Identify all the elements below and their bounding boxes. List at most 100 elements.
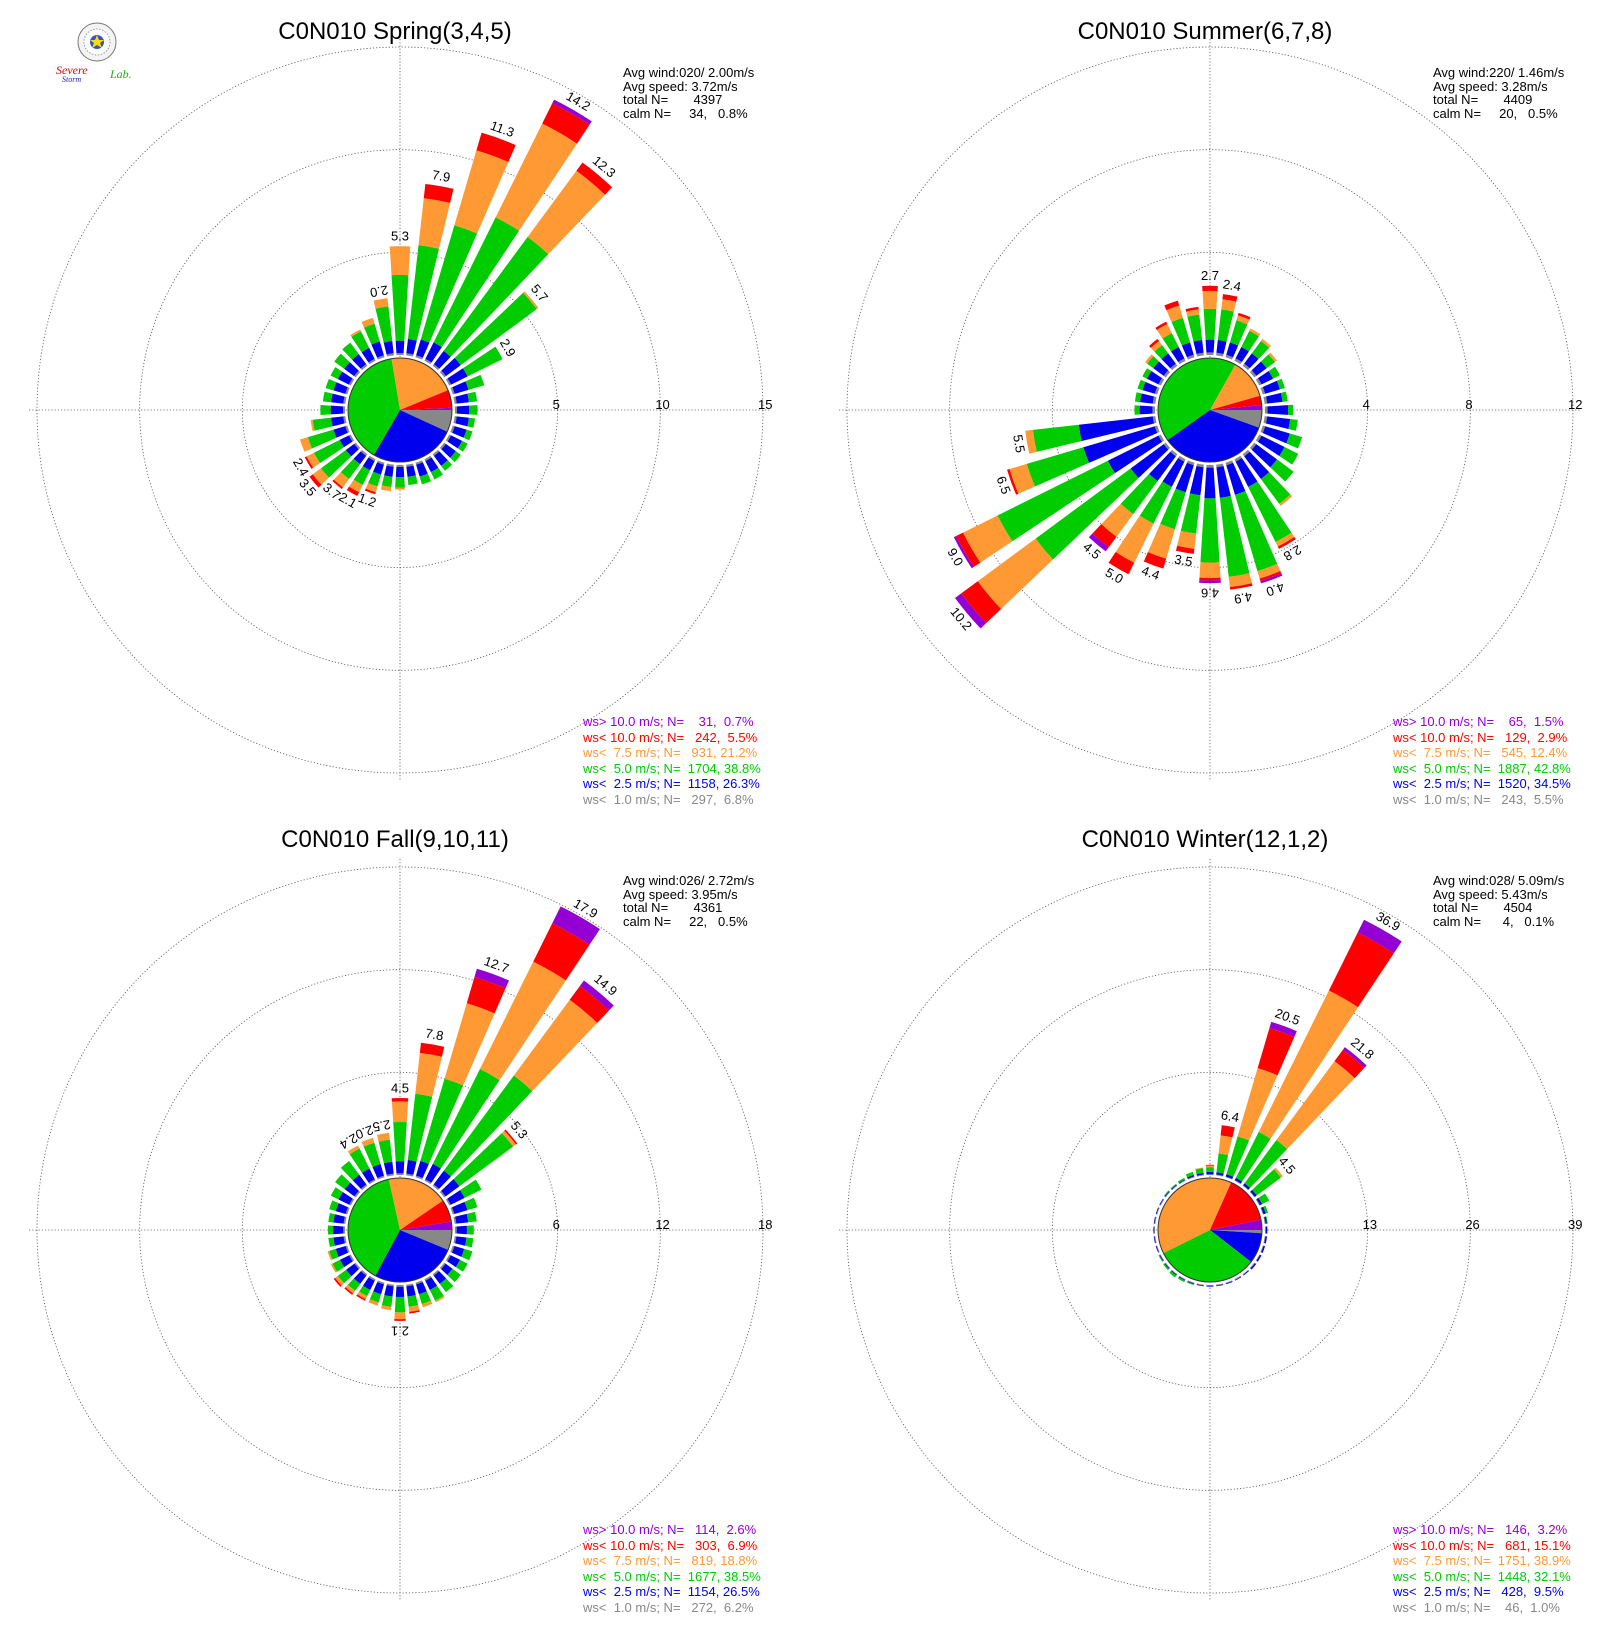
wind-bar-segment bbox=[1130, 444, 1169, 479]
wind-bar-segment bbox=[1263, 416, 1268, 424]
wind-bar-segment bbox=[1179, 1180, 1186, 1185]
wind-bar-segment bbox=[1156, 1245, 1160, 1253]
wind-bar-segment bbox=[354, 370, 361, 378]
wind-bar-segment bbox=[1189, 465, 1204, 496]
wind-bar-segment bbox=[956, 532, 981, 567]
wind-bar-segment bbox=[1186, 354, 1195, 360]
wind-bar-segment bbox=[364, 323, 380, 345]
wind-bar-segment bbox=[1120, 473, 1158, 515]
wind-bar-segment bbox=[1357, 919, 1402, 954]
wind-bar-segment bbox=[1187, 314, 1203, 342]
wind-bar-segment bbox=[391, 1101, 409, 1123]
wind-bar-segment bbox=[1334, 1049, 1365, 1079]
wind-bar-segment bbox=[1143, 552, 1167, 569]
wind-bar-segment bbox=[1279, 447, 1299, 465]
wind-bar-segment bbox=[340, 1160, 360, 1181]
wind-bar-segment bbox=[1342, 1047, 1367, 1068]
wind-bar-segment bbox=[1155, 1207, 1159, 1215]
wind-bar-segment bbox=[1219, 495, 1250, 577]
wind-bar-segment bbox=[453, 396, 457, 404]
wind-bar-segment bbox=[1196, 1172, 1204, 1176]
windrose-chart: 6 12 184.57.812.717.914.95.32.12.42.02.5 bbox=[29, 859, 772, 1601]
wind-bar-segment bbox=[1149, 451, 1176, 482]
bar-value-label: 2.0 bbox=[353, 1122, 375, 1142]
wind-bar-segment bbox=[368, 471, 381, 487]
wind-bar-segment bbox=[1206, 1167, 1214, 1172]
wind-bar-segment bbox=[476, 132, 516, 163]
wind-bar-segment bbox=[432, 364, 440, 371]
wind-bar-segment bbox=[1265, 1226, 1268, 1234]
wind-bar-segment bbox=[335, 1203, 349, 1214]
wind-bar-segment bbox=[395, 340, 405, 354]
wind-bar-segment bbox=[372, 1164, 384, 1179]
wind-bar-segment bbox=[1257, 1027, 1295, 1076]
wind-bar-segment bbox=[1220, 1125, 1235, 1138]
wind-bar-segment bbox=[454, 292, 537, 366]
wind-bar-segment bbox=[1165, 1262, 1171, 1269]
wind-bar-segment bbox=[416, 1160, 429, 1179]
wind-bar-segment bbox=[1163, 1190, 1170, 1197]
stat-avg-wind: Avg wind:026/ 2.72m/s bbox=[623, 873, 755, 888]
stat-calm: calm N= 34, 0.8% bbox=[623, 105, 748, 121]
wind-bar-segment bbox=[1255, 1254, 1260, 1261]
wind-bar-segment bbox=[1222, 294, 1238, 302]
bar-value-label: 4.5 bbox=[391, 1080, 409, 1095]
wind-bar-segment bbox=[1171, 346, 1185, 363]
wind-bar-segment bbox=[1225, 354, 1234, 360]
wind-bar-segment bbox=[1180, 493, 1201, 534]
bar-value-label: 4.6 bbox=[1201, 586, 1219, 601]
wind-bar-segment bbox=[419, 473, 432, 485]
wind-bar-segment bbox=[307, 429, 337, 449]
legend-entry: ws< 5.0 m/s; N= 1448, 32.1% bbox=[1393, 1568, 1571, 1584]
wind-bar-segment bbox=[439, 370, 446, 378]
wind-bar-segment bbox=[1152, 406, 1156, 414]
wind-bar-segment bbox=[406, 353, 414, 357]
speed-pie-slice bbox=[1210, 1230, 1262, 1262]
wind-bar-segment bbox=[1252, 1169, 1281, 1196]
wind-bar-segment bbox=[419, 1042, 445, 1057]
wind-bar-segment bbox=[433, 1170, 451, 1189]
wind-bar-segment bbox=[466, 1211, 477, 1223]
lab-seal-icon: Severe Storm Lab. bbox=[56, 22, 132, 84]
wind-bar-segment bbox=[418, 198, 451, 249]
wind-bar-segment bbox=[313, 439, 344, 464]
wind-bar-segment bbox=[333, 1277, 342, 1287]
wind-bar-segment bbox=[420, 225, 478, 343]
wind-bar-segment bbox=[395, 1161, 405, 1174]
wind-bar-segment bbox=[433, 350, 451, 369]
wind-bar-segment bbox=[1145, 354, 1154, 364]
wind-bar-segment bbox=[1193, 340, 1204, 355]
wind-bar-segment bbox=[1249, 1191, 1255, 1198]
wind-bar-segment bbox=[1171, 317, 1191, 346]
wind-bar-segment bbox=[394, 1296, 406, 1313]
wind-bar-segment bbox=[394, 487, 406, 490]
wind-bar-segment bbox=[361, 317, 375, 328]
wind-bar-segment bbox=[360, 449, 368, 456]
wind-bar-segment bbox=[1154, 1216, 1157, 1224]
wind-bar-segment bbox=[321, 449, 352, 478]
wind-bar-segment bbox=[1226, 1136, 1250, 1177]
stat-avg-speed: Avg speed: 5.43m/s bbox=[1433, 886, 1548, 902]
wind-bar-segment bbox=[1200, 498, 1220, 563]
logo-text-storm: Storm bbox=[62, 75, 81, 84]
wind-bar-segment bbox=[467, 391, 478, 403]
wind-bar-segment bbox=[407, 475, 418, 486]
wind-bar-segment bbox=[1234, 358, 1242, 365]
wind-bar-segment bbox=[425, 342, 442, 363]
wind-bar-segment bbox=[1170, 1270, 1177, 1276]
wind-stats: Avg wind:020/ 2.00m/s Avg speed: 3.72m/s t… bbox=[623, 66, 754, 120]
wind-bar-segment bbox=[450, 425, 455, 433]
wind-bar-segment bbox=[1249, 328, 1261, 337]
wind-bar-segment bbox=[1226, 342, 1239, 358]
wind-bar-segment bbox=[444, 1003, 495, 1086]
stat-avg-speed: Avg speed: 3.95m/s bbox=[623, 886, 738, 902]
wind-bar-segment bbox=[415, 355, 423, 360]
wind-bar-segment bbox=[329, 1248, 339, 1260]
wind-bar-segment bbox=[381, 1305, 392, 1311]
wind-bar-segment bbox=[391, 1098, 409, 1102]
wind-bar-segment bbox=[1137, 379, 1146, 391]
stat-total: total N= 4504 bbox=[1433, 900, 1533, 915]
wind-bar-segment bbox=[406, 1283, 414, 1287]
wind-bar-segment bbox=[1276, 1061, 1355, 1149]
speed-pie-slice bbox=[1210, 395, 1262, 410]
